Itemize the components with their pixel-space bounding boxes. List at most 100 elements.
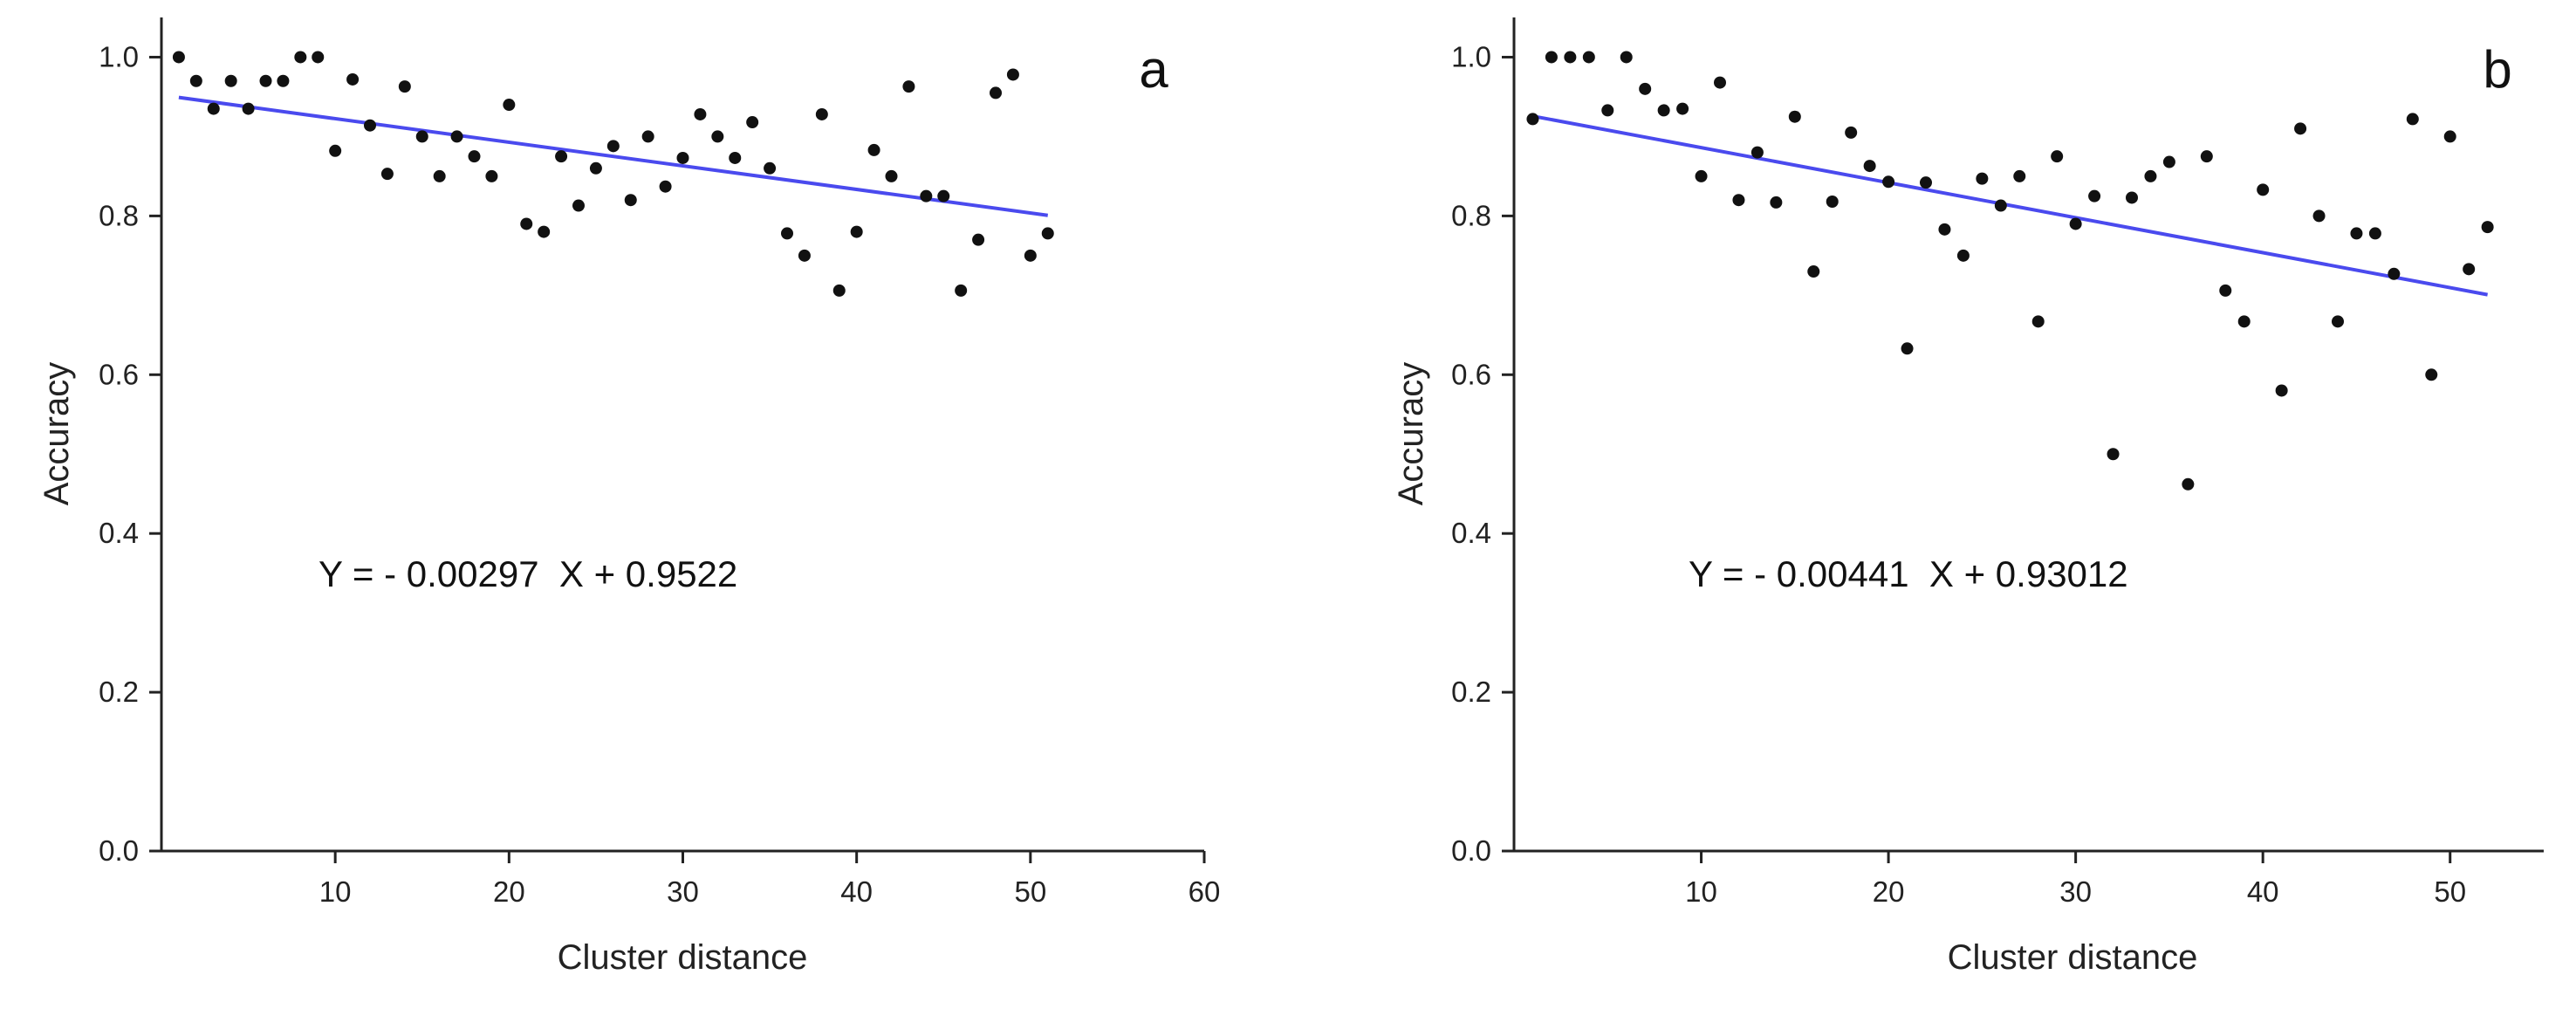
panel-a-data-point: [606, 140, 620, 153]
panel-b-y-tick-label: 0.8: [1451, 199, 1491, 231]
panel-b-data-point: [2368, 227, 2381, 240]
panel-b-data-point: [2182, 477, 2195, 491]
panel-b-x-axis-label: Cluster distance: [1948, 938, 2198, 977]
panel-b-data-point: [1845, 126, 1858, 139]
panel-a-data-point: [972, 233, 985, 246]
panel-b-data-point: [1639, 82, 1652, 95]
panel-b-data-point: [1582, 51, 1595, 64]
panel-b-data-point: [2332, 315, 2344, 328]
panel-a-x-axis-label: Cluster distance: [558, 938, 808, 977]
panel-a-data-point: [746, 116, 759, 129]
panel-a-y-tick-label: 0.0: [99, 834, 139, 867]
panel-b-data-point: [2200, 150, 2213, 163]
panel-b-data-point: [2031, 315, 2045, 328]
panel-a-y-axis-label: Accuracy: [38, 362, 76, 506]
panel-b-data-point: [1545, 51, 1558, 64]
panel-b-data-point: [1788, 110, 1801, 123]
panel-a-data-point: [711, 130, 724, 143]
panel-b-data-point: [2463, 263, 2476, 276]
panel-a-x-tick-label: 50: [1014, 875, 1046, 908]
panel-b-data-point: [2237, 315, 2251, 328]
panel-b-data-point: [1920, 176, 1932, 189]
panel-a-x-tick-label: 20: [493, 875, 525, 908]
panel-b-data-point: [2406, 113, 2419, 126]
panel-b-data-point: [2051, 150, 2064, 163]
panel-a-tick-labels: 0.0 0.2 0.4 0.6 0.8 1.0 10 20 30 40 50 60: [99, 40, 1220, 908]
panel-b-data-point: [1901, 342, 1914, 355]
panel-a-data-point: [259, 74, 272, 87]
panel-a-data-point: [781, 227, 793, 240]
panel-b-y-axis-label: Accuracy: [1392, 362, 1430, 506]
panel-a-data-point: [294, 51, 307, 64]
panel-a-y-tick-label: 1.0: [99, 40, 139, 72]
panel-a-data-point: [902, 80, 915, 93]
panel-b-data-point: [2425, 368, 2438, 381]
panel-b-data-point: [1938, 223, 1951, 236]
panel-a-data-point: [955, 284, 968, 297]
panel-a-data-point: [920, 189, 933, 202]
panel-b-tick-labels: 0.0 0.2 0.4 0.6 0.8 1.0 10 20 30 40 50: [1451, 40, 2466, 908]
panel-b-data-point: [1770, 196, 1783, 209]
panel-a-data-point: [937, 189, 950, 202]
panel-a-data-point: [589, 161, 602, 175]
panel-b-data-point: [2013, 169, 2026, 182]
panel-a-y-tick-label: 0.2: [99, 676, 139, 708]
panel-b-y-tick-label: 1.0: [1451, 40, 1491, 72]
panel-a-data-point: [433, 169, 446, 182]
panel-a-y-tick-label: 0.6: [99, 358, 139, 390]
panel-b-data-point: [1994, 199, 2007, 212]
panel-b-data-point: [1882, 175, 1895, 189]
panel-a-data-point: [815, 107, 828, 120]
panel-a-data-point: [641, 130, 654, 143]
panel-b-data-point: [1714, 76, 1726, 89]
panel-b-data-point: [1750, 146, 1764, 159]
panel-b-data-point: [1732, 194, 1745, 207]
panel-a-data-point: [346, 72, 360, 86]
panel-a-letter: a: [1139, 40, 1168, 99]
panel-b-data-point: [1526, 113, 1539, 126]
panel-b-data-point: [1676, 102, 1689, 115]
panel-b-letter: b: [2483, 40, 2511, 99]
panel-a-data-point: [659, 180, 672, 193]
panel-b-data-point: [2162, 155, 2175, 168]
panel-a-x-tick-label: 40: [840, 875, 873, 908]
panel-a-equation: Y = - 0.00297 X + 0.9522: [319, 553, 737, 594]
panel-a-data-point: [1041, 227, 1054, 240]
panel-b-y-tick-label: 0.4: [1451, 517, 1491, 549]
panel-b-equation: Y = - 0.00441 X + 0.93012: [1689, 553, 2128, 594]
panel-a-y-tick-label: 0.8: [99, 199, 139, 231]
panel-a-data-point: [990, 86, 1002, 100]
panel-b: 0.0 0.2 0.4 0.6 0.8 1.0 10 20 30 40 50 b Y = - 0.0…: [1392, 17, 2544, 977]
panel-a-data-point: [380, 168, 394, 181]
panel-a-data-point: [485, 169, 498, 182]
panel-a-data-point: [224, 74, 237, 87]
panel-b-data-point: [2294, 122, 2307, 135]
panel-a-data-point: [798, 249, 811, 262]
panel-b-data-point: [1976, 172, 1989, 185]
panel-b-data-point: [1863, 160, 1876, 173]
panel-a-data-point: [867, 143, 880, 156]
panel-a-data-point: [329, 144, 342, 157]
panel-b-data-point: [2443, 130, 2456, 143]
panel-b-data-point: [1695, 169, 1708, 182]
panel-a-data-point: [1024, 249, 1037, 262]
panel-b-data-point: [1826, 196, 1839, 209]
panel-a-data-point: [503, 99, 516, 112]
panel-a-data-point: [694, 107, 707, 120]
panel-b-x-tick-label: 40: [2247, 875, 2279, 908]
panel-b-x-tick-label: 20: [1873, 875, 1905, 908]
panel-b-data-point: [2481, 221, 2494, 234]
panel-a-data-point: [520, 217, 533, 230]
panel-b-data-point: [2388, 267, 2401, 280]
panel-b-x-tick-label: 10: [1685, 875, 1717, 908]
panel-a-data-point: [832, 284, 846, 297]
panel-a: 0.0 0.2 0.4 0.6 0.8 1.0 10 20 30 40 50 60 a Y = - 0…: [38, 17, 1220, 977]
panel-a-data-point: [242, 102, 255, 115]
panel-a-data-point: [172, 51, 185, 64]
panel-b-data-point: [1601, 104, 1614, 117]
panel-b-data-point: [2107, 448, 2120, 461]
panel-b-x-tick-label: 50: [2434, 875, 2466, 908]
panel-b-data-point: [2275, 384, 2288, 397]
panel-b-data-point: [2069, 217, 2082, 230]
